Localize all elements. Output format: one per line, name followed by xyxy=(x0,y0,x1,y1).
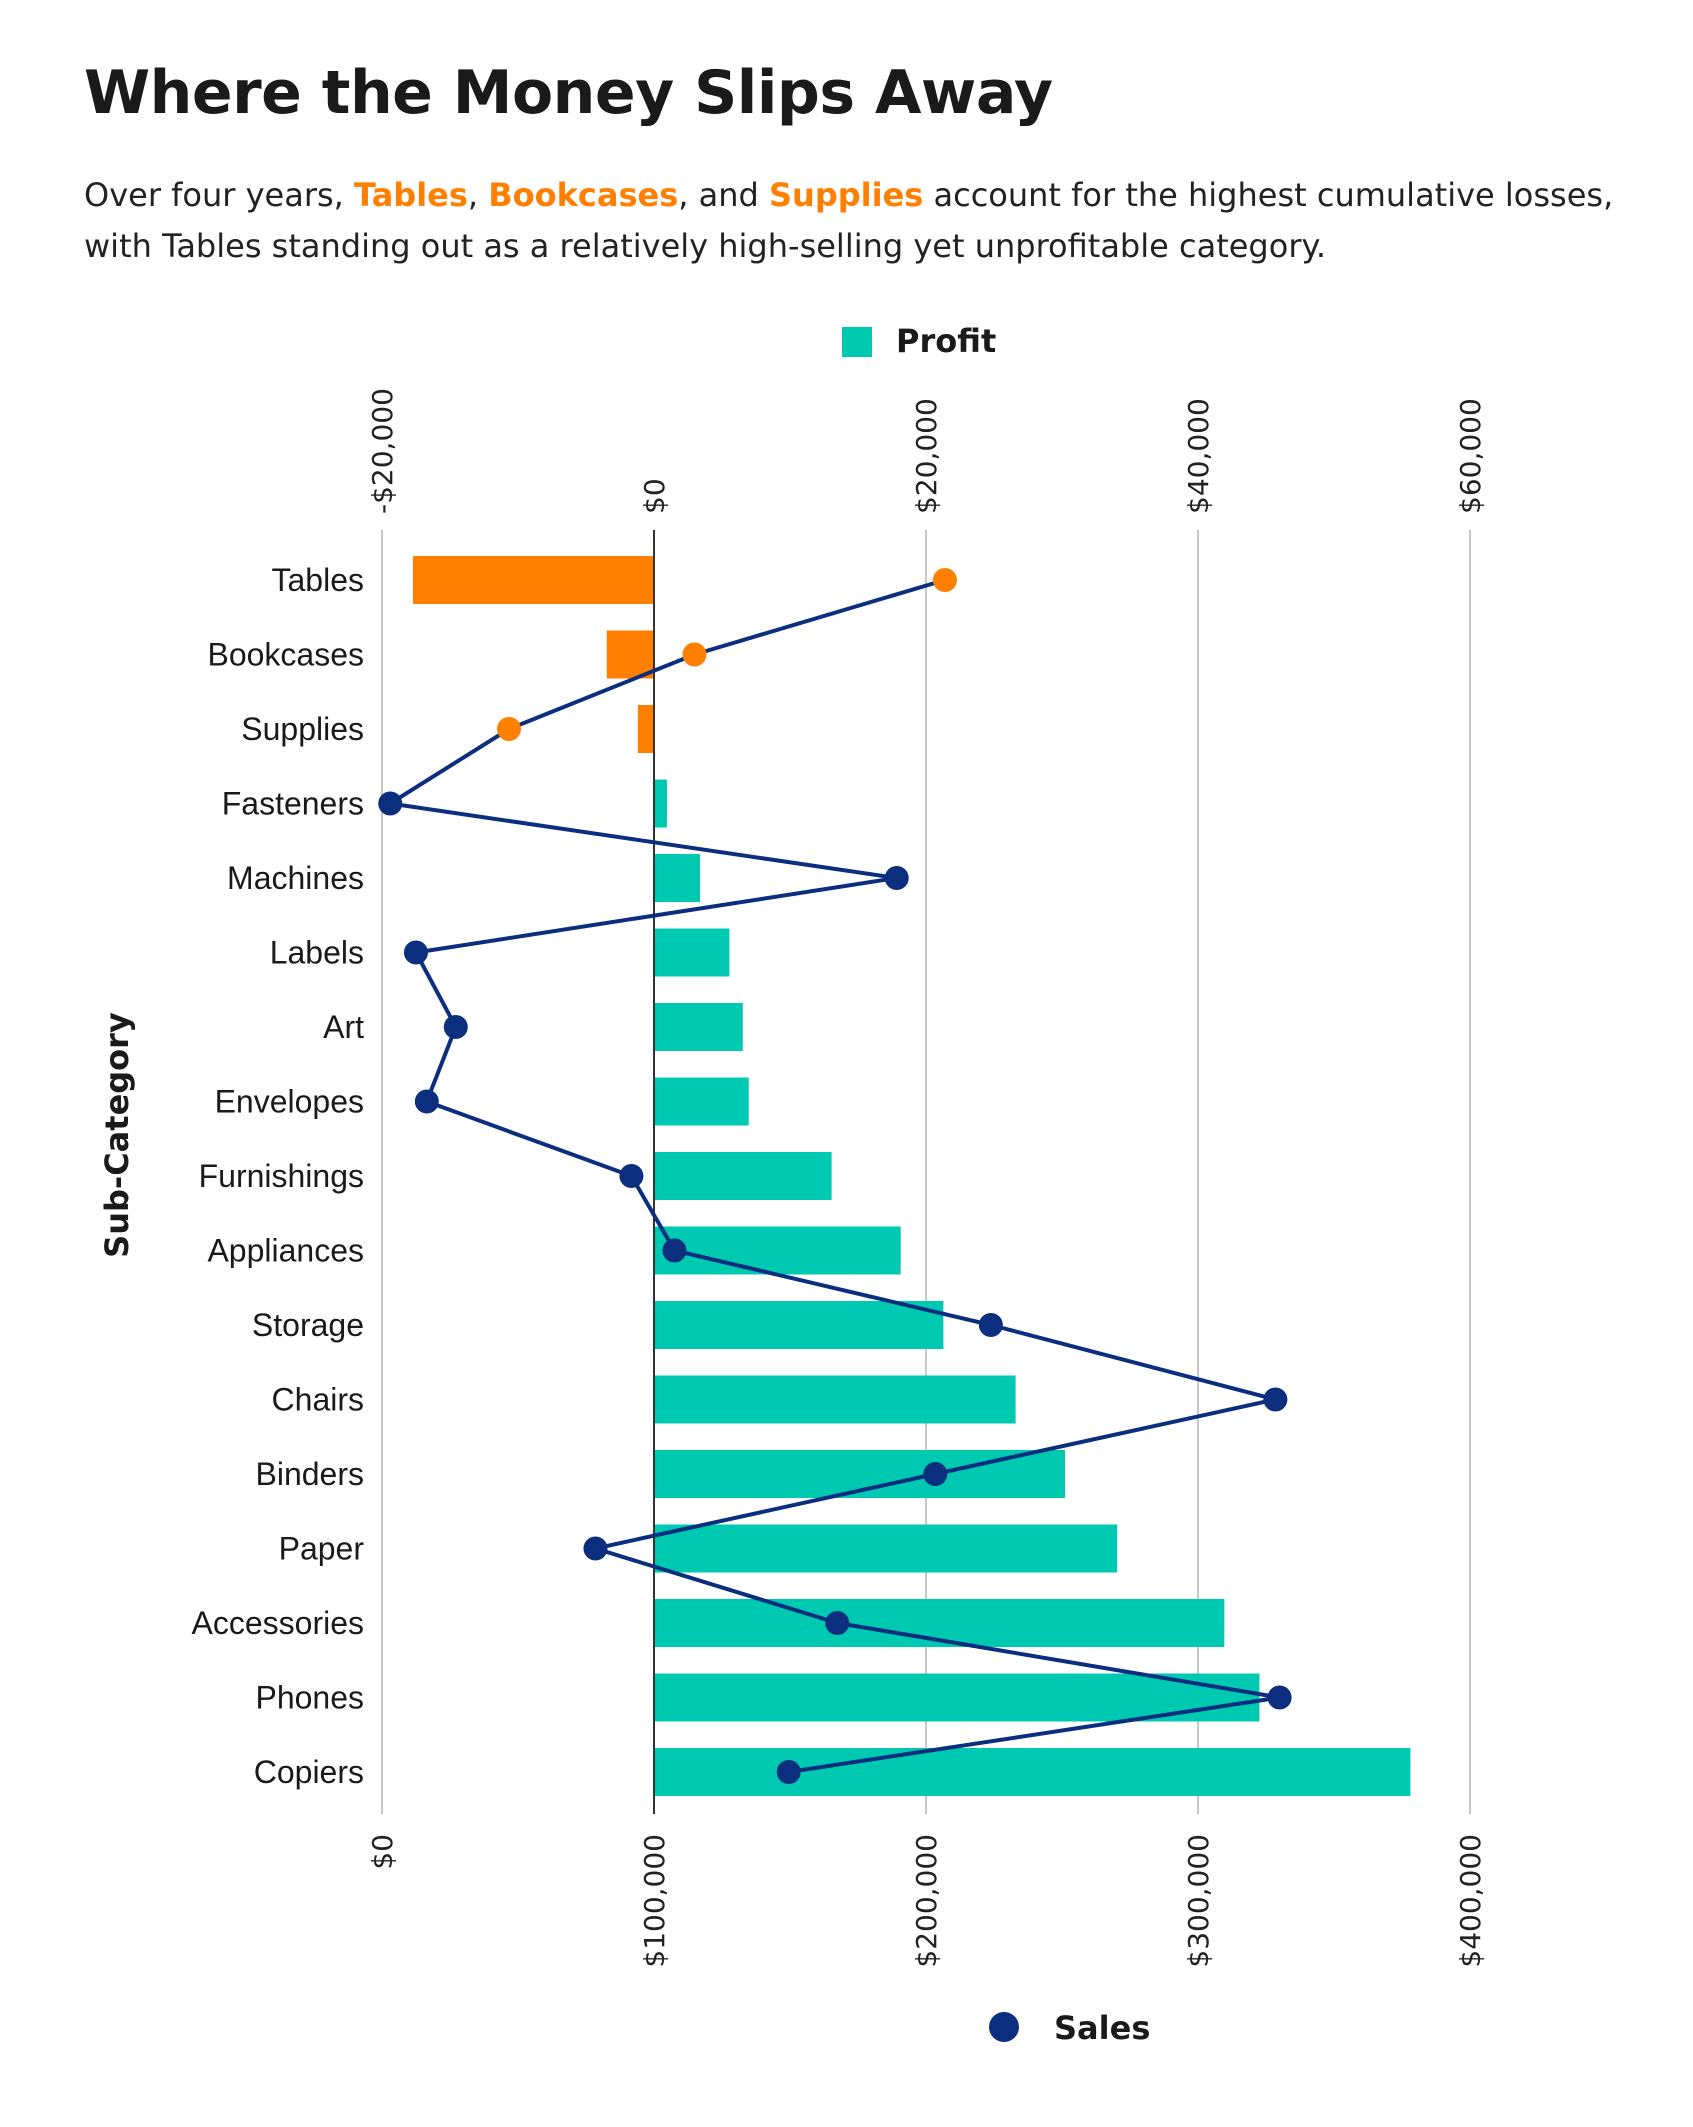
sales-tick-label: $100,000 xyxy=(638,1834,671,1968)
sales-point xyxy=(414,1089,439,1114)
sales-tick-label: $200,000 xyxy=(910,1834,943,1968)
legend: Profit Sales xyxy=(842,322,1150,2047)
sales-point xyxy=(978,1313,1003,1337)
y-axis-label: Sub-Category xyxy=(98,1012,136,1258)
profit-bar xyxy=(606,630,654,679)
profit-bar xyxy=(654,779,667,828)
category-label: Art xyxy=(323,1009,364,1045)
profit-tick-label: -$20,000 xyxy=(366,388,399,514)
profit-tick-label: $0 xyxy=(638,478,671,514)
category-label: Storage xyxy=(252,1307,364,1343)
category-labels: Tables Bookcases Supplies Fasteners Machines… xyxy=(192,562,365,1790)
sales-point xyxy=(1267,1685,1292,1710)
category-label: Paper xyxy=(279,1531,365,1567)
sales-point xyxy=(496,717,521,741)
profit-bar xyxy=(654,928,730,977)
profit-tick-label: $60,000 xyxy=(1454,398,1487,514)
profit-bar xyxy=(637,705,654,753)
profit-bars xyxy=(412,556,1411,1796)
sales-point xyxy=(443,1015,468,1039)
category-label: Tables xyxy=(272,562,365,598)
category-label: Binders xyxy=(256,1456,365,1492)
sales-point xyxy=(583,1536,608,1561)
category-label: Copiers xyxy=(254,1754,364,1790)
sales-point xyxy=(619,1164,644,1188)
category-label: Envelopes xyxy=(215,1084,364,1120)
profit-bar xyxy=(654,1152,832,1200)
profit-axis-ticks: -$20,000 $0 $20,000 $40,000 $60,000 xyxy=(366,388,1487,514)
profit-bar xyxy=(654,1003,743,1051)
sales-line-path xyxy=(388,578,1282,1774)
sales-tick-label: $0 xyxy=(366,1834,399,1870)
sales-tick-label: $400,000 xyxy=(1454,1834,1487,1968)
sales-line xyxy=(388,578,1282,1774)
subtitle-text: Over four years, xyxy=(84,176,354,214)
sales-axis-ticks: $0 $100,000 $200,000 $300,000 $400,000 xyxy=(366,1834,1487,1968)
sales-point xyxy=(1263,1387,1288,1412)
category-label: Chairs xyxy=(272,1382,364,1418)
sales-point xyxy=(923,1462,948,1486)
category-label: Labels xyxy=(270,935,364,971)
profit-tick-label: $20,000 xyxy=(910,398,943,514)
subtitle-text: , and xyxy=(678,176,769,214)
legend-sales-label: Sales xyxy=(1054,2009,1150,2047)
category-label: Furnishings xyxy=(199,1158,364,1194)
subtitle-highlight-bookcases: Bookcases xyxy=(488,176,679,214)
profit-bar xyxy=(654,1524,1118,1573)
sales-point xyxy=(403,940,428,965)
profit-bar xyxy=(654,1077,749,1126)
sales-point xyxy=(884,866,909,890)
profit-bar xyxy=(412,556,654,604)
profit-bar xyxy=(654,1226,901,1275)
profit-tick-label: $40,000 xyxy=(1182,398,1215,514)
legend-sales-marker xyxy=(989,2012,1019,2042)
category-label: Fasteners xyxy=(222,786,364,822)
sales-point xyxy=(662,1238,687,1263)
chart-subtitle: Over four years, Tables, Bookcases, and … xyxy=(84,170,1644,272)
subtitle-text: , xyxy=(467,176,489,214)
profit-bar xyxy=(654,1673,1260,1722)
subtitle-highlight-tables: Tables xyxy=(354,176,468,214)
sales-point xyxy=(378,791,403,816)
profit-bar xyxy=(654,1748,1411,1796)
profit-bar xyxy=(654,854,701,902)
sales-point xyxy=(825,1611,850,1635)
sales-point xyxy=(932,568,957,592)
sales-tick-label: $300,000 xyxy=(1182,1834,1215,1968)
category-label: Machines xyxy=(227,860,364,896)
category-label: Bookcases xyxy=(207,637,364,673)
category-label: Appliances xyxy=(207,1233,364,1269)
subtitle-text: account for the highest cumulative losse… xyxy=(84,176,1614,265)
legend-profit-label: Profit xyxy=(896,322,996,360)
sales-point xyxy=(682,642,707,667)
sales-points xyxy=(378,568,1292,1784)
category-label: Supplies xyxy=(241,711,364,747)
subtitle-highlight-supplies: Supplies xyxy=(768,176,924,214)
profit-bar xyxy=(654,1375,1016,1424)
profit-bar xyxy=(654,1301,944,1349)
category-label: Phones xyxy=(255,1680,364,1716)
sales-point xyxy=(776,1760,801,1784)
chart-title: Where the Money Slips Away xyxy=(84,58,1053,128)
legend-profit-swatch xyxy=(842,327,872,357)
category-label: Accessories xyxy=(192,1605,365,1641)
